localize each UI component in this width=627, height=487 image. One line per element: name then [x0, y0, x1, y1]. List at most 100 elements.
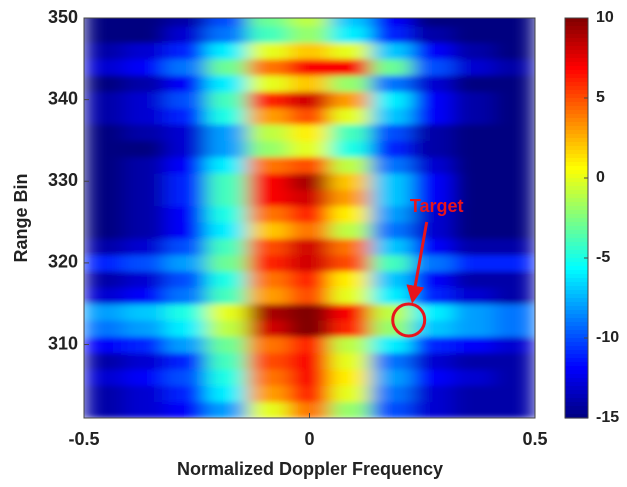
heat-cell	[452, 352, 495, 370]
heat-cell	[288, 319, 331, 337]
colorbar-swatch	[565, 266, 588, 271]
heat-cell	[288, 384, 331, 403]
heat-cell	[165, 123, 208, 141]
colorbar-swatch	[565, 110, 588, 115]
colorbar-swatch	[565, 222, 588, 227]
heat-cell	[329, 139, 372, 158]
heat-cell	[84, 156, 126, 174]
heat-cell	[370, 107, 413, 125]
heat-cell	[329, 18, 372, 27]
heat-cell	[84, 18, 126, 27]
heat-cell	[493, 18, 535, 27]
colorbar-swatch	[565, 198, 588, 203]
target-arrow	[406, 221, 429, 304]
heat-cell	[411, 221, 454, 239]
heat-cell	[329, 221, 372, 239]
heat-cell	[329, 41, 372, 60]
heat-cell	[411, 58, 454, 76]
heat-cell	[452, 90, 495, 109]
heat-cell	[329, 352, 372, 370]
heat-cell	[493, 286, 535, 305]
colorbar-swatch	[565, 386, 588, 391]
heat-cell	[329, 319, 372, 337]
heat-cell	[124, 221, 167, 239]
heat-cell	[452, 172, 495, 190]
heat-cell	[247, 205, 290, 223]
heat-cell	[452, 156, 495, 174]
heat-cell	[206, 107, 249, 125]
colorbar-swatch	[565, 158, 588, 163]
colorbar-tick-label: 10	[596, 9, 614, 26]
heat-cell	[452, 335, 495, 354]
heat-cell	[165, 352, 208, 370]
colorbar-swatch	[565, 354, 588, 359]
heat-cell	[247, 74, 290, 92]
heat-cell	[493, 319, 535, 337]
heat-cell	[493, 139, 535, 158]
heat-cell	[165, 205, 208, 223]
heat-cell	[165, 172, 208, 190]
colorbar-swatch	[565, 38, 588, 43]
heat-cell	[370, 41, 413, 60]
colorbar-swatch	[565, 278, 588, 283]
heat-cell	[411, 156, 454, 174]
heat-cell	[247, 384, 290, 403]
heat-cell	[288, 254, 331, 272]
heat-cell	[288, 205, 331, 223]
heat-cell	[493, 303, 535, 321]
colorbar-tick-label: 0	[596, 169, 605, 186]
heat-cell	[370, 205, 413, 223]
x-tick-label: -0.5	[68, 429, 99, 449]
heat-cell	[84, 335, 126, 354]
heat-cell	[84, 188, 126, 207]
colorbar-swatch	[565, 282, 588, 287]
heat-cell	[452, 270, 495, 288]
heat-cell	[247, 139, 290, 158]
colorbar-swatch	[565, 322, 588, 327]
heat-cell	[493, 188, 535, 207]
y-axis-label: Range Bin	[11, 173, 31, 262]
colorbar-tick-label: -5	[596, 249, 610, 266]
heat-cell	[411, 352, 454, 370]
colorbar-swatch	[565, 338, 588, 343]
heat-cell	[370, 384, 413, 403]
colorbar-swatch	[565, 254, 588, 259]
colorbar-swatch	[565, 154, 588, 159]
heat-cell	[370, 352, 413, 370]
colorbar-swatch	[565, 42, 588, 47]
heat-cell	[247, 90, 290, 109]
heat-cell	[370, 123, 413, 141]
heat-cell	[124, 270, 167, 288]
heat-cell	[411, 205, 454, 223]
colorbar-swatch	[565, 238, 588, 243]
heat-cell	[329, 384, 372, 403]
heat-cell	[288, 352, 331, 370]
heat-cell	[452, 58, 495, 76]
heat-cell	[329, 25, 372, 43]
heat-cell	[288, 41, 331, 60]
colorbar-swatch	[565, 182, 588, 187]
heat-cell	[329, 205, 372, 223]
heat-cell	[493, 237, 535, 256]
heat-cell	[165, 188, 208, 207]
colorbar-swatch	[565, 94, 588, 99]
heat-cell	[124, 368, 167, 386]
heat-cell	[452, 18, 495, 27]
heat-cell	[206, 172, 249, 190]
heat-cell	[165, 368, 208, 386]
heat-cell	[206, 237, 249, 256]
heat-cell	[288, 221, 331, 239]
heat-cell	[84, 286, 126, 305]
heat-cell	[206, 41, 249, 60]
colorbar-swatch	[565, 374, 588, 379]
heat-cell	[84, 401, 126, 418]
heat-cell	[452, 25, 495, 43]
colorbar-swatch	[565, 174, 588, 179]
heat-cell	[124, 188, 167, 207]
heat-cell	[84, 205, 126, 223]
heat-cell	[165, 221, 208, 239]
colorbar-swatch	[565, 306, 588, 311]
colorbar-swatch	[565, 206, 588, 211]
heat-cell	[370, 401, 413, 418]
